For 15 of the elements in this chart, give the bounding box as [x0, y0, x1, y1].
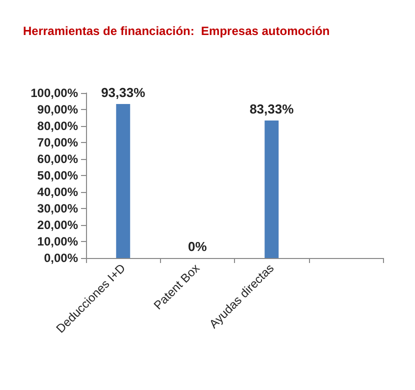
y-tick-label: 80,00%: [37, 119, 78, 133]
data-label: 83,33%: [250, 102, 294, 117]
y-tick-label: 70,00%: [37, 136, 78, 150]
y-tick-label: 90,00%: [37, 102, 78, 116]
y-tick-label: 10,00%: [37, 234, 78, 248]
y-tick-label: 30,00%: [37, 202, 78, 216]
y-tick-label: 20,00%: [37, 218, 78, 232]
y-tick-label: 100,00%: [30, 86, 78, 100]
y-tick-label: 50,00%: [37, 168, 78, 182]
data-label: 0%: [188, 239, 208, 254]
data-label: 93,33%: [101, 85, 146, 100]
y-tick-label: 40,00%: [37, 185, 78, 199]
chart-title: Herramientas de financiación: Empresas automoción: [23, 24, 330, 38]
y-tick-label: 0,00%: [44, 251, 78, 265]
y-tick-label: 60,00%: [37, 152, 78, 166]
